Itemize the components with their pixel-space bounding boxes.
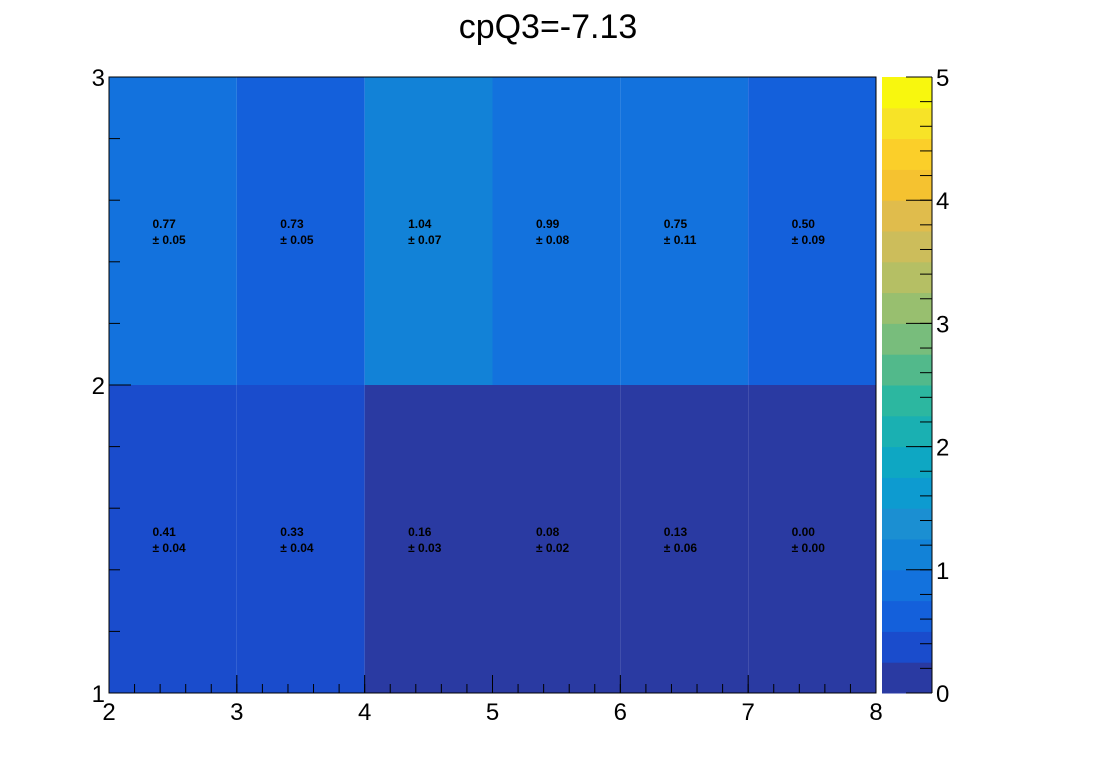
cell-error-label: ± 0.08 <box>536 233 570 247</box>
cell-value-label: 0.13 <box>664 525 688 539</box>
colorbar-tick-label: 5 <box>936 65 949 92</box>
heatmap-cell <box>748 385 876 693</box>
cell-value-label: 0.08 <box>536 525 560 539</box>
colorbar-tick-label: 4 <box>936 188 949 215</box>
x-tick-label: 7 <box>741 699 754 726</box>
colorbar-segment <box>882 662 932 694</box>
colorbar-segment <box>882 415 932 448</box>
colorbar-segment <box>882 323 932 355</box>
colorbar-segment <box>882 385 932 417</box>
colorbar-segment <box>882 600 932 632</box>
x-tick-label: 2 <box>102 699 115 726</box>
colorbar-segment <box>882 354 932 386</box>
colorbar-tick-label: 1 <box>936 558 949 585</box>
y-tick-label: 1 <box>92 681 105 708</box>
colorbar-tick-label: 0 <box>936 681 949 708</box>
y-tick-label: 3 <box>92 65 105 92</box>
colorbar-tick-label: 2 <box>936 435 949 462</box>
heatmap-cell <box>236 385 365 693</box>
cell-value-label: 0.41 <box>152 525 176 539</box>
cell-value-label: 0.16 <box>408 525 432 539</box>
colorbar: 0 1 2 3 4 5 <box>882 65 949 708</box>
cell-error-label: ± 0.05 <box>280 233 314 247</box>
colorbar-segment <box>882 569 932 602</box>
heatmap-cell <box>748 77 876 385</box>
cell-error-label: ± 0.02 <box>536 541 570 555</box>
x-tick-label: 4 <box>358 699 371 726</box>
colorbar-segment <box>882 261 932 294</box>
cell-error-label: ± 0.06 <box>664 541 698 555</box>
cell-error-label: ± 0.05 <box>152 233 186 247</box>
heatmap-cells <box>109 77 876 693</box>
x-tick-label: 6 <box>614 699 627 726</box>
heatmap-cell <box>620 77 749 385</box>
colorbar-segment <box>882 477 932 509</box>
heatmap-cell <box>492 77 621 385</box>
cell-error-label: ± 0.09 <box>792 233 826 247</box>
colorbar-segment <box>882 107 932 140</box>
colorbar-segment <box>882 231 932 263</box>
colorbar-segment <box>882 169 932 201</box>
cell-value-label: 0.77 <box>152 217 176 231</box>
cell-value-label: 0.99 <box>536 217 560 231</box>
x-tick-label: 8 <box>869 699 882 726</box>
colorbar-segment <box>882 292 932 324</box>
colorbar-segment <box>882 631 932 663</box>
cell-error-label: ± 0.11 <box>664 233 697 247</box>
cell-value-label: 0.00 <box>792 525 816 539</box>
x-tick-label: 5 <box>486 699 499 726</box>
cell-value-label: 0.33 <box>280 525 304 539</box>
colorbar-segment <box>882 539 932 571</box>
heatmap-cell <box>620 385 749 693</box>
colorbar-segment <box>882 200 932 232</box>
heatmap-cell <box>492 385 621 693</box>
heatmap-cell <box>109 385 237 693</box>
cell-error-label: ± 0.00 <box>792 541 826 555</box>
heatmap-cell <box>236 77 365 385</box>
cell-value-label: 0.75 <box>664 217 688 231</box>
colorbar-segment <box>882 138 932 170</box>
cell-error-label: ± 0.04 <box>280 541 314 555</box>
colorbar-segment <box>882 77 932 109</box>
x-tick-label: 3 <box>230 699 243 726</box>
colorbar-segment <box>882 508 932 540</box>
cell-value-label: 0.73 <box>280 217 304 231</box>
cell-error-label: ± 0.04 <box>152 541 186 555</box>
heatmap-cell <box>109 77 237 385</box>
heatmap-cell <box>364 77 493 385</box>
cell-value-label: 1.04 <box>408 217 432 231</box>
y-tick-label: 2 <box>92 373 105 400</box>
colorbar-tick-label: 3 <box>936 311 949 338</box>
heatmap-cell <box>364 385 493 693</box>
cell-value-label: 0.50 <box>792 217 816 231</box>
cell-error-label: ± 0.03 <box>408 541 442 555</box>
cell-labels: 0.41 ± 0.04 0.33 ± 0.04 0.16 ± 0.03 0.08 ± 0.02… <box>152 217 825 555</box>
colorbar-segment <box>882 446 932 478</box>
chart-title: cpQ3=-7.13 <box>459 8 638 46</box>
cell-error-label: ± 0.07 <box>408 233 442 247</box>
